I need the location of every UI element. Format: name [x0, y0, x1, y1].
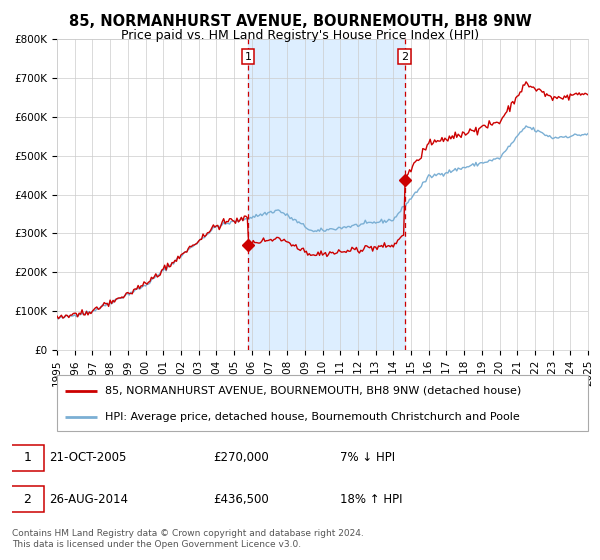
Text: 1: 1	[245, 52, 251, 62]
Text: 18% ↑ HPI: 18% ↑ HPI	[340, 493, 403, 506]
Text: 2: 2	[23, 493, 31, 506]
Text: 7% ↓ HPI: 7% ↓ HPI	[340, 451, 395, 464]
FancyBboxPatch shape	[11, 486, 44, 512]
FancyBboxPatch shape	[11, 445, 44, 470]
Text: 85, NORMANHURST AVENUE, BOURNEMOUTH, BH8 9NW (detached house): 85, NORMANHURST AVENUE, BOURNEMOUTH, BH8…	[105, 386, 521, 396]
Text: 85, NORMANHURST AVENUE, BOURNEMOUTH, BH8 9NW: 85, NORMANHURST AVENUE, BOURNEMOUTH, BH8…	[68, 14, 532, 29]
Text: HPI: Average price, detached house, Bournemouth Christchurch and Poole: HPI: Average price, detached house, Bour…	[105, 412, 520, 422]
Bar	[248, 39, 405, 350]
Text: 26-AUG-2014: 26-AUG-2014	[49, 493, 128, 506]
Text: Price paid vs. HM Land Registry's House Price Index (HPI): Price paid vs. HM Land Registry's House …	[121, 29, 479, 42]
Text: £270,000: £270,000	[214, 451, 269, 464]
Text: £436,500: £436,500	[214, 493, 269, 506]
FancyBboxPatch shape	[57, 375, 588, 431]
Text: 21-OCT-2005: 21-OCT-2005	[49, 451, 127, 464]
Text: Contains HM Land Registry data © Crown copyright and database right 2024.
This d: Contains HM Land Registry data © Crown c…	[12, 529, 364, 549]
Text: 1: 1	[23, 451, 31, 464]
Text: 2: 2	[401, 52, 409, 62]
